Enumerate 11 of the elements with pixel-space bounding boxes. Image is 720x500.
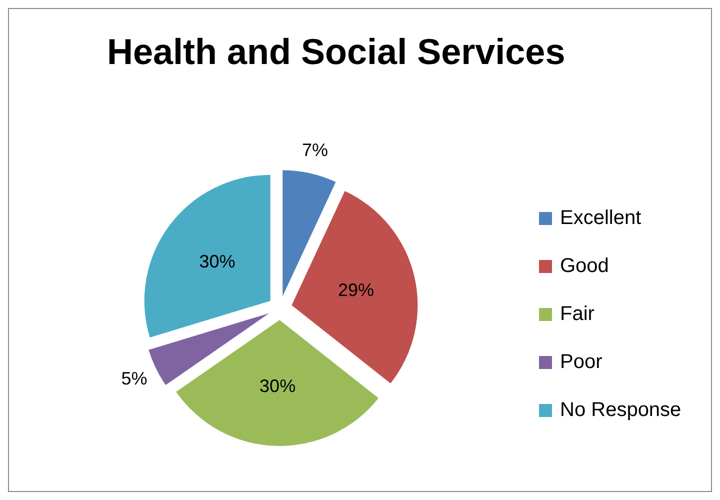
data-label: 7% [302, 140, 328, 160]
data-label: 5% [121, 368, 148, 389]
legend-label: Good [560, 254, 609, 278]
data-label: 29% [338, 280, 374, 300]
chart-title: Health and Social Services [107, 31, 566, 72]
legend-label: Poor [560, 350, 602, 374]
legend-label: Fair [560, 302, 594, 326]
data-label: 30% [260, 376, 296, 396]
data-label: 30% [199, 251, 236, 272]
legend-label: Excellent [560, 206, 642, 230]
legend-label: No Response [560, 398, 682, 422]
